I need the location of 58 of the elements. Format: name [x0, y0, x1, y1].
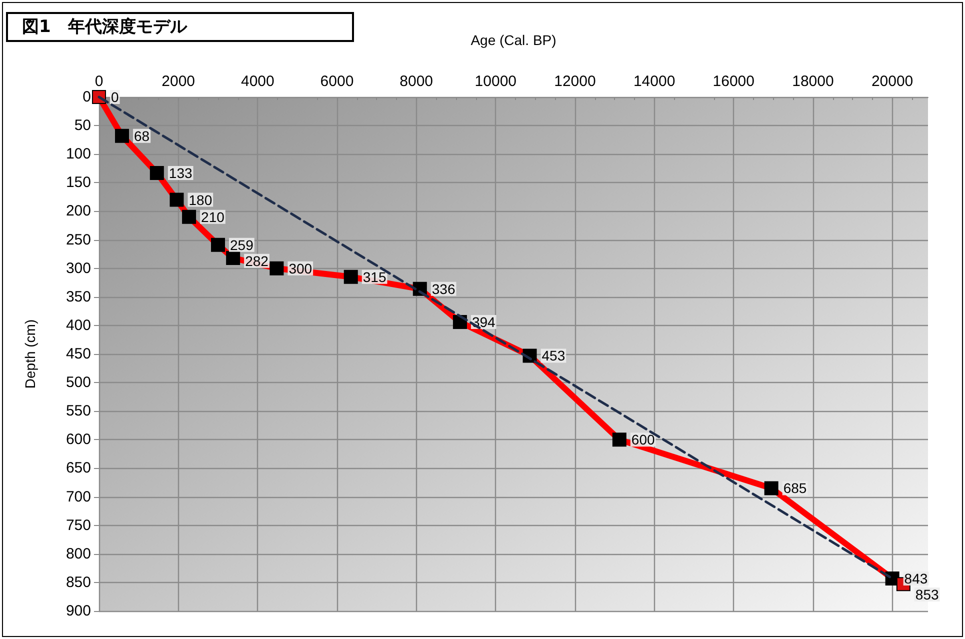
y-tick-label: 900	[66, 602, 91, 620]
y-tick-label: 500	[66, 374, 91, 392]
data-label: 453	[542, 348, 566, 364]
data-label: 600	[631, 432, 655, 448]
point	[270, 261, 284, 276]
x-tick-label: 14000	[633, 73, 676, 90]
point	[226, 251, 240, 266]
y-tick-label: 250	[66, 231, 91, 248]
data-label: 259	[230, 236, 254, 253]
x-tick-label: 8000	[400, 73, 434, 90]
point	[764, 481, 778, 496]
point	[210, 238, 225, 252]
y-tick-label: 550	[66, 402, 91, 420]
data-label: 210	[201, 208, 225, 225]
y-tick-label: 0	[82, 88, 91, 106]
y-tick-label: 300	[66, 260, 91, 277]
y-tick-label: 650	[66, 460, 91, 477]
data-label: 300	[288, 260, 312, 276]
x-tick-label: 10000	[474, 73, 517, 90]
data-label: 843	[904, 570, 928, 586]
x-axis-title: Age (Cal. BP)	[470, 32, 556, 48]
x-tick-label: 18000	[792, 73, 834, 90]
data-label: 180	[188, 192, 212, 208]
data-label: 133	[168, 164, 192, 181]
data-label: 282	[245, 252, 269, 269]
x-tick-label: 2000	[162, 73, 196, 90]
x-tick-label: 6000	[320, 73, 354, 90]
data-label: 853	[915, 586, 939, 602]
x-tick-label: 12000	[554, 73, 596, 90]
y-tick-label: 450	[66, 346, 91, 362]
x-tick-label: 4000	[240, 73, 274, 90]
y-tick-label: 750	[66, 516, 91, 534]
y-tick-label: 400	[66, 316, 91, 334]
point	[115, 128, 130, 143]
y-tick-label: 350	[66, 288, 91, 306]
data-label: 336	[432, 280, 456, 297]
y-tick-label: 150	[66, 174, 91, 192]
point	[150, 166, 164, 180]
point	[612, 432, 626, 447]
y-tick-label: 850	[66, 574, 91, 591]
x-tick-label: 0	[94, 73, 104, 90]
point	[344, 270, 358, 284]
x-tick-label: 16000	[712, 73, 754, 90]
y-tick-label: 100	[66, 146, 91, 163]
data-label: 685	[783, 480, 807, 496]
y-tick-label: 200	[66, 202, 91, 220]
y-tick-label: 800	[66, 545, 91, 562]
y-tick-label: 50	[74, 117, 91, 134]
data-label: 315	[362, 268, 386, 285]
chart-title: 図1 年代深度モデル	[6, 12, 354, 42]
x-tick-label: 20000	[871, 73, 914, 90]
data-label: 68	[134, 128, 150, 144]
data-label: 0	[111, 89, 119, 105]
y-axis-title: Depth (cm)	[22, 319, 38, 389]
point	[182, 210, 196, 224]
y-tick-label: 600	[66, 431, 91, 448]
y-tick-label: 700	[66, 488, 91, 506]
point	[170, 192, 184, 207]
